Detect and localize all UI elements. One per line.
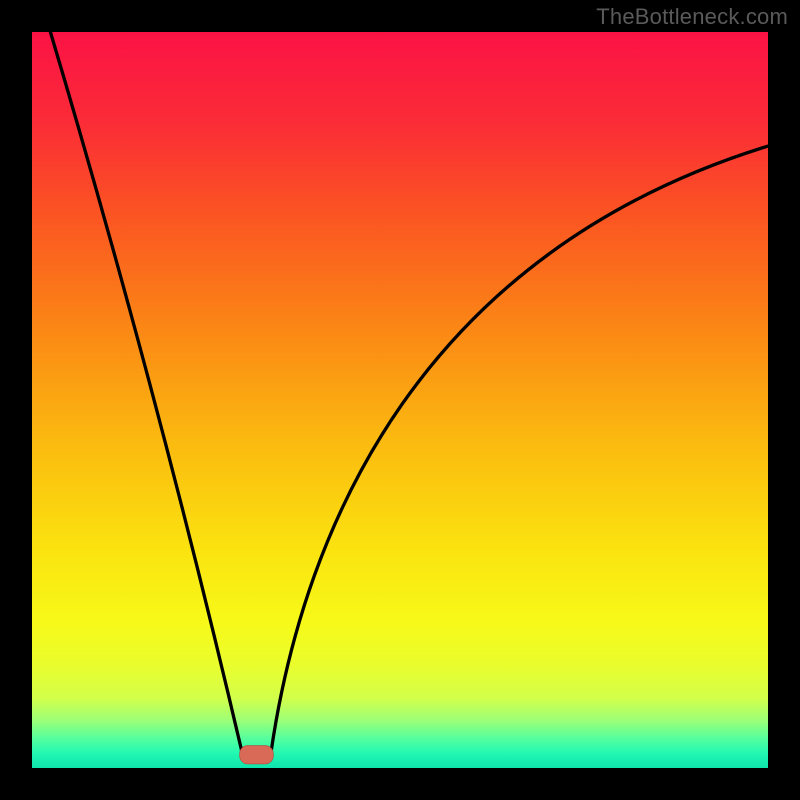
chart-container: TheBottleneck.com (0, 0, 800, 800)
min-marker (240, 746, 274, 764)
chart-svg (0, 0, 800, 800)
watermark-text: TheBottleneck.com (596, 4, 788, 30)
